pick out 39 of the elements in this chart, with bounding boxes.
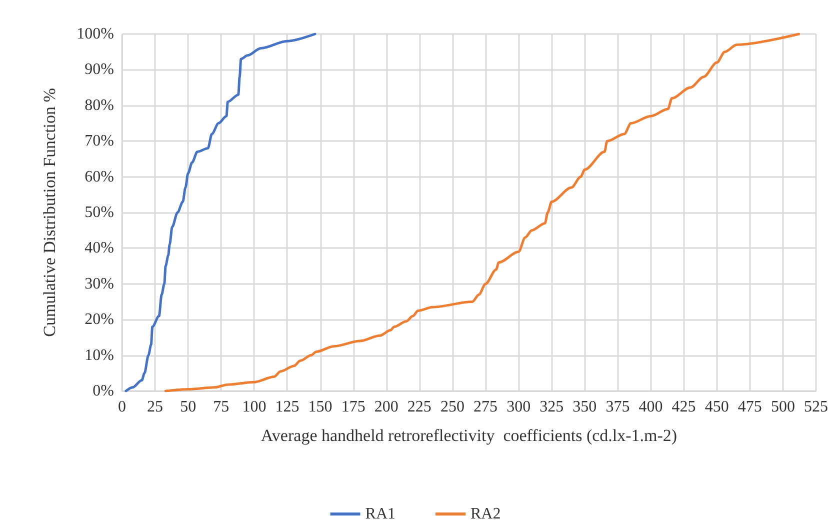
x-tick-label: 525: [804, 398, 828, 416]
x-tick-label: 250: [440, 398, 464, 416]
legend-label: RA2: [470, 506, 501, 522]
y-axis-title: Cumulative Distribution Function %: [40, 88, 59, 337]
x-tick-label: 425: [672, 398, 696, 416]
y-tick-label: 10%: [84, 346, 114, 364]
x-tick-label: 350: [572, 398, 597, 416]
x-tick-label: 300: [506, 398, 531, 416]
line-series: [124, 32, 316, 392]
y-tick-label: 100%: [76, 26, 114, 42]
x-tick-label: 200: [374, 398, 398, 416]
x-tick-label: 275: [474, 398, 498, 416]
line-series: [164, 32, 800, 392]
x-tick-label: 125: [275, 398, 300, 416]
x-axis-title: Average handheld retroreflectivity coefficients (cd.lx-1.m-2): [260, 426, 678, 445]
x-tick-label: 100: [242, 398, 266, 416]
x-tick-label: 500: [770, 398, 795, 416]
y-tick-label: 90%: [84, 61, 114, 78]
y-tick-label: 70%: [84, 132, 114, 150]
y-tick-label: 60%: [84, 168, 114, 186]
y-tick-label: 50%: [84, 204, 114, 221]
y-tick-label: 0%: [92, 382, 114, 400]
y-tick-label: 30%: [84, 275, 114, 292]
x-tick-label: 25: [147, 398, 164, 416]
x-tick-label: 400: [638, 398, 663, 416]
x-tick-label: 450: [704, 398, 729, 416]
x-tick-label: 375: [606, 398, 630, 416]
y-tick-label: 20%: [84, 311, 114, 328]
x-tick-label: 0: [118, 398, 126, 416]
x-tick-label: 175: [341, 398, 366, 416]
legend-label: RA1: [365, 506, 396, 522]
x-tick-label: 325: [540, 398, 564, 416]
x-tick-label: 475: [738, 398, 762, 416]
x-tick-label: 150: [308, 398, 332, 416]
y-tick-label: 80%: [84, 96, 114, 114]
x-tick-label: 75: [213, 398, 230, 416]
y-tick-label: 40%: [84, 240, 114, 257]
x-tick-label: 50: [180, 398, 196, 416]
x-tick-label: 225: [407, 398, 432, 416]
